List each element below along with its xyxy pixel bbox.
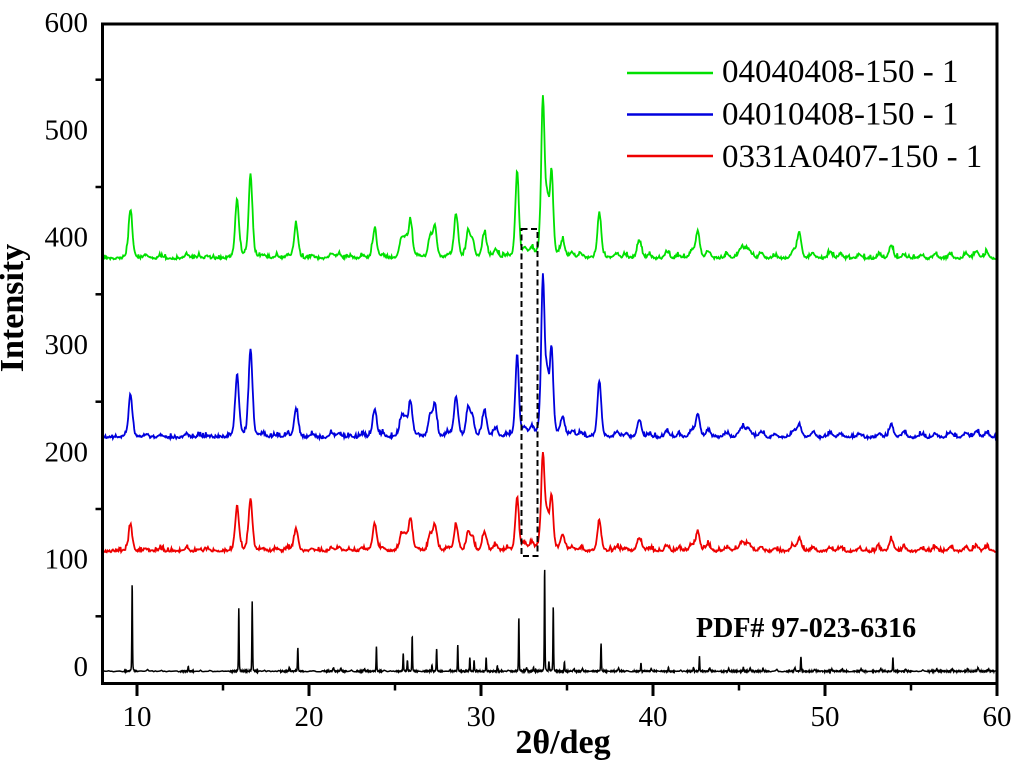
svg-text:0331A0407-150 - 1: 0331A0407-150 - 1 bbox=[722, 139, 982, 175]
svg-text:500: 500 bbox=[45, 114, 89, 146]
svg-text:2θ/deg: 2θ/deg bbox=[515, 724, 610, 761]
svg-text:Intensity: Intensity bbox=[0, 244, 31, 372]
svg-text:40: 40 bbox=[639, 701, 668, 733]
svg-text:100: 100 bbox=[45, 544, 89, 576]
svg-text:50: 50 bbox=[811, 701, 840, 733]
svg-text:20: 20 bbox=[295, 701, 324, 733]
svg-text:04040408-150 - 1: 04040408-150 - 1 bbox=[722, 54, 958, 90]
svg-text:10: 10 bbox=[123, 701, 152, 733]
svg-text:400: 400 bbox=[45, 222, 89, 254]
svg-text:200: 200 bbox=[45, 436, 89, 468]
svg-text:04010408-150 - 1: 04010408-150 - 1 bbox=[722, 97, 958, 133]
svg-text:600: 600 bbox=[45, 7, 89, 39]
svg-text:PDF# 97-023-6316: PDF# 97-023-6316 bbox=[696, 613, 916, 644]
svg-text:60: 60 bbox=[983, 701, 1012, 733]
svg-text:30: 30 bbox=[467, 701, 496, 733]
svg-text:0: 0 bbox=[74, 651, 89, 683]
svg-text:300: 300 bbox=[45, 329, 89, 361]
